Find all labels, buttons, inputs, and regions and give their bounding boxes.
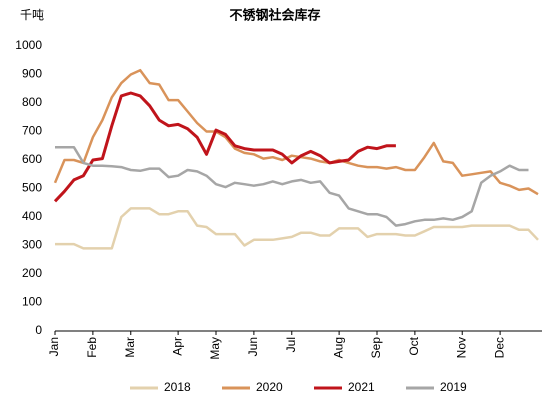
- series-line: [53, 91, 396, 203]
- y-tick-label: 100: [22, 295, 42, 309]
- y-tick-label: 700: [22, 124, 42, 138]
- y-axis-label: 千吨: [20, 8, 44, 22]
- x-tick-label: Jun: [246, 337, 260, 356]
- legend-label: 2019: [440, 380, 467, 394]
- series-line: [53, 68, 539, 196]
- x-tick-label: Oct: [407, 336, 421, 355]
- y-tick-label: 300: [22, 238, 42, 252]
- y-tick-label: 900: [22, 67, 42, 81]
- y-tick-label: 600: [22, 152, 42, 166]
- x-tick-label: Aug: [331, 337, 345, 358]
- legend-label: 2018: [164, 380, 191, 394]
- x-tick-label: Dec: [492, 337, 506, 358]
- y-tick-label: 800: [22, 95, 42, 109]
- x-tick-label: May: [208, 337, 222, 360]
- x-tick-label: Mar: [123, 337, 137, 358]
- y-tick-label: 500: [22, 181, 42, 195]
- x-tick-label: Feb: [85, 337, 99, 358]
- y-tick-label: 200: [22, 266, 42, 280]
- x-tick-label: Nov: [454, 337, 468, 358]
- chart-title: 不锈钢社会库存: [229, 7, 320, 22]
- x-tick-label: Jul: [284, 337, 298, 352]
- x-tick-label: Jan: [47, 337, 61, 356]
- series-line: [55, 145, 529, 227]
- y-tick-label: 0: [35, 323, 42, 337]
- series-line: [55, 207, 539, 250]
- x-tick-label: Apr: [170, 337, 184, 356]
- y-tick-label: 1000: [15, 38, 42, 52]
- x-tick-label: Sep: [369, 337, 383, 359]
- y-tick-label: 400: [22, 209, 42, 223]
- legend-label: 2021: [348, 380, 375, 394]
- legend-label: 2020: [256, 380, 283, 394]
